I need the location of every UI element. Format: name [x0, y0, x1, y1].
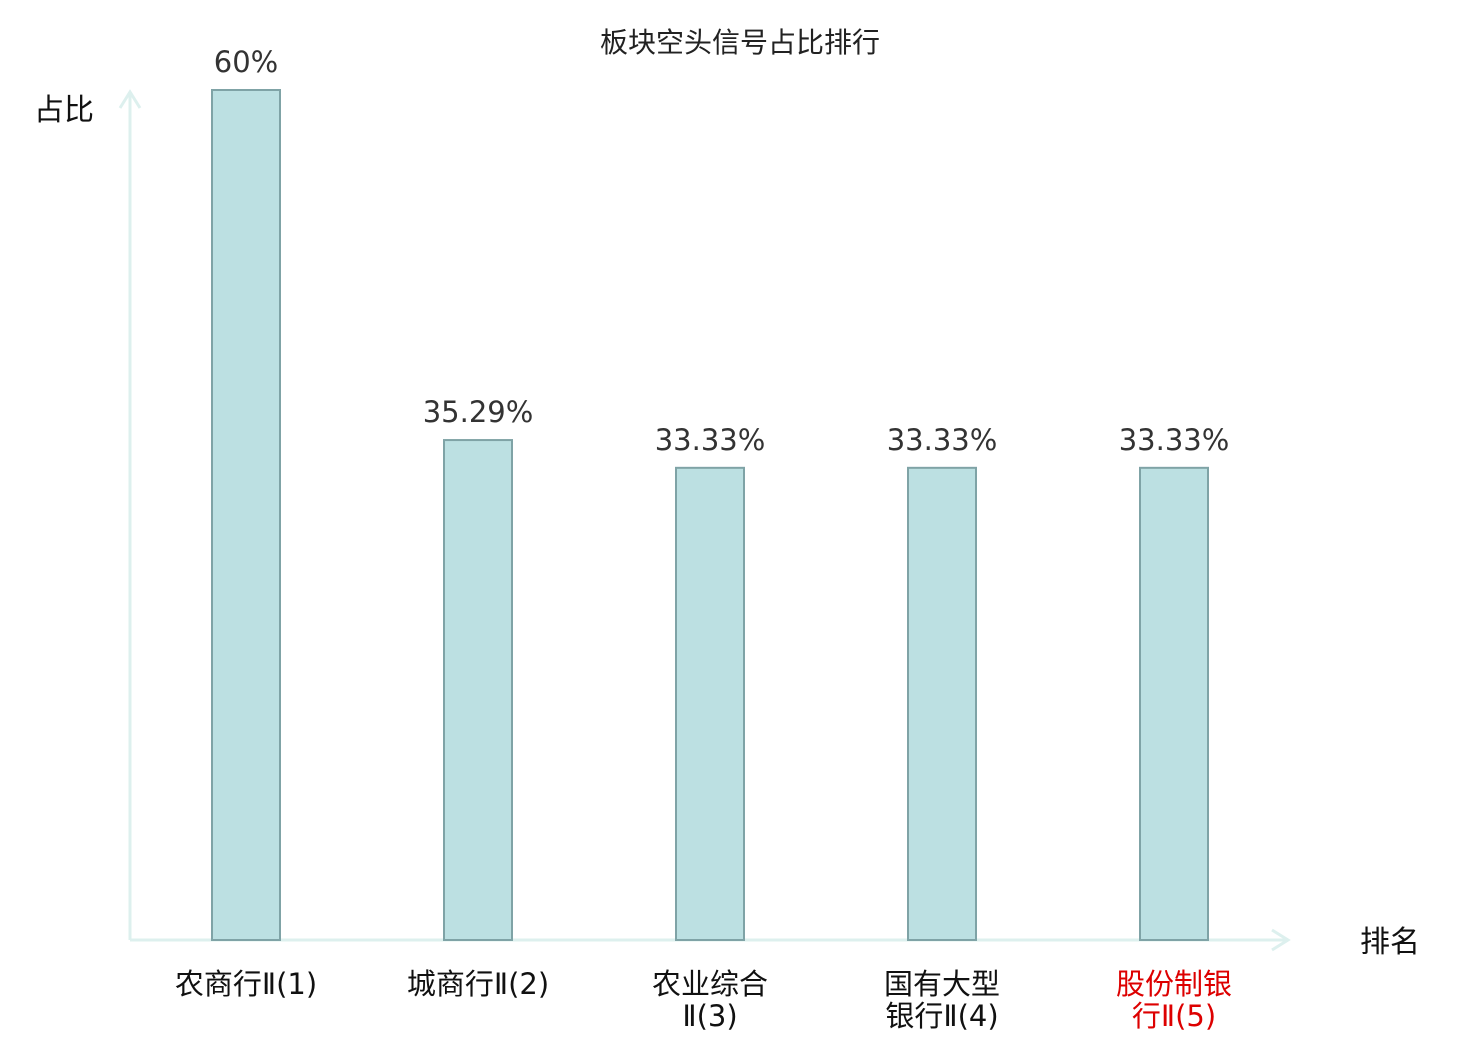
category-label: 城商行Ⅱ(2) [407, 967, 549, 1001]
chart-title: 板块空头信号占比排行 [600, 26, 880, 59]
bar [907, 466, 977, 941]
category-label: 行Ⅱ(5) [1132, 999, 1216, 1033]
bar [443, 439, 513, 941]
category-label: 股份制银 [1116, 967, 1232, 1001]
bar-value-label: 35.29% [423, 395, 534, 429]
category-label: 国有大型 [884, 967, 1000, 1001]
bar-value-label: 33.33% [1119, 423, 1230, 457]
bar-value-label: 33.33% [887, 423, 998, 457]
bars-group [211, 89, 1209, 941]
category-label: 银行Ⅱ(4) [885, 999, 998, 1033]
bar-value-label: 33.33% [655, 423, 766, 457]
value-labels-group: 60% 35.29% 33.33% 33.33% 33.33% [214, 45, 1230, 457]
category-label: 农业综合 [652, 967, 768, 1001]
bar [1139, 466, 1209, 941]
y-axis-arrow-icon [118, 89, 142, 109]
bar [211, 89, 281, 941]
x-axis-label: 排名 [1360, 925, 1420, 960]
bar-value-label: 60% [214, 45, 278, 79]
category-label: 农商行Ⅱ(1) [175, 967, 317, 1001]
bar [675, 466, 745, 941]
category-label: Ⅱ(3) [682, 999, 737, 1033]
x-axis-arrow-icon [1271, 928, 1291, 952]
y-axis-label: 占比 [34, 93, 94, 128]
